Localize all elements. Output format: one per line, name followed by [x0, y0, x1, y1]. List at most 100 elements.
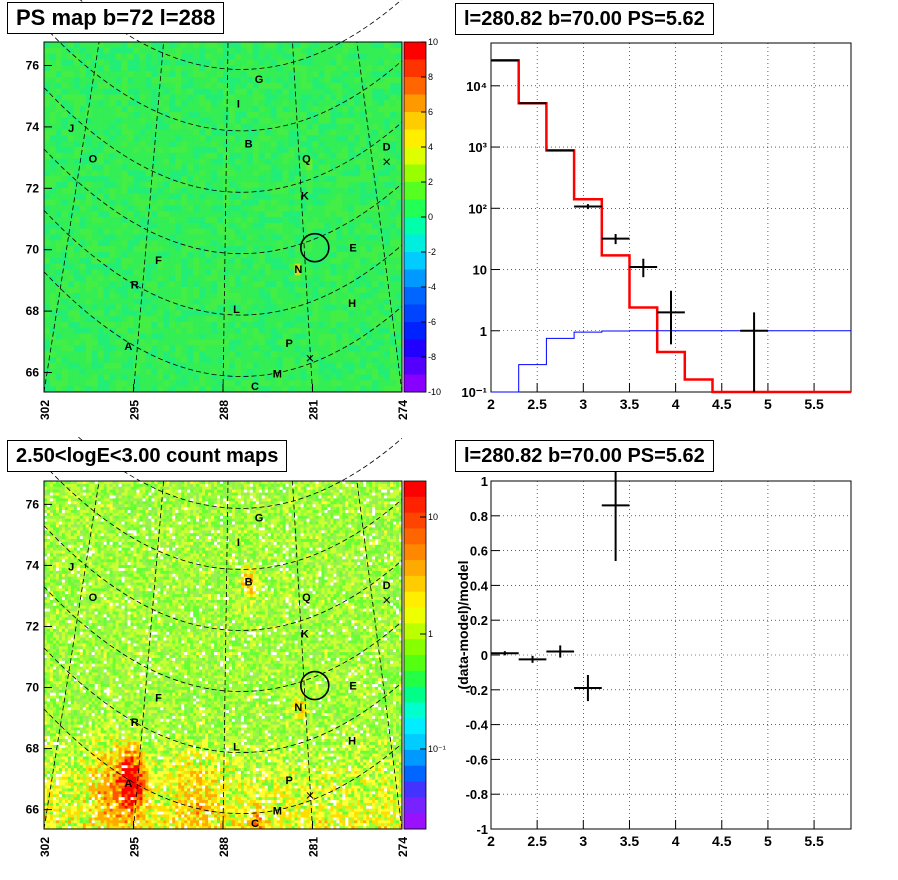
- ps-heatmap-cell: [348, 170, 354, 176]
- ps-heatmap-cell: [104, 217, 110, 223]
- count-heatmap-cell: [53, 687, 56, 690]
- count-heatmap-cell: [50, 725, 53, 728]
- ps-heatmap-cell: [229, 54, 235, 60]
- ps-heatmap-cell: [396, 89, 402, 95]
- count-heatmap-cell: [68, 588, 71, 591]
- ps-heatmap-cell: [229, 217, 235, 223]
- ps-heatmap-cell: [348, 328, 354, 334]
- ps-heatmap-cell: [247, 305, 253, 311]
- count-heatmap-cell: [71, 484, 74, 487]
- ps-heatmap-cell: [181, 246, 187, 252]
- ps-heatmap-cell: [116, 89, 122, 95]
- count-heatmap-cell: [62, 568, 65, 571]
- ps-heatmap-cell: [139, 89, 145, 95]
- ps-heatmap-cell: [175, 130, 181, 136]
- count-heatmap-cell: [59, 559, 62, 562]
- ps-heatmap-cell: [217, 170, 223, 176]
- ps-heatmap-cell: [44, 235, 50, 241]
- ps-heatmap-cell: [330, 83, 336, 89]
- ps-heatmap-cell: [104, 83, 110, 89]
- ps-heatmap-cell: [205, 380, 211, 386]
- ps-heatmap-cell: [139, 159, 145, 165]
- ps-heatmap-cell: [175, 386, 181, 392]
- ps-heatmap-cell: [122, 165, 128, 171]
- ps-heatmap-cell: [324, 357, 330, 363]
- ps-heatmap-cell: [157, 240, 163, 246]
- ps-heatmap-cell: [330, 310, 336, 316]
- ps-heatmap-cell: [128, 363, 134, 369]
- ps-heatmap-cell: [187, 194, 193, 200]
- ps-heatmap-cell: [289, 188, 295, 194]
- ps-heatmap-cell: [86, 176, 92, 182]
- ps-heatmap-cell: [205, 334, 211, 340]
- ps-heatmap-cell: [223, 246, 229, 252]
- ps-heatmap-cell: [122, 357, 128, 363]
- count-heatmap-cell: [44, 777, 47, 780]
- count-heatmap-cell: [71, 797, 74, 800]
- ps-heatmap-cell: [366, 194, 372, 200]
- ps-heatmap-cell: [384, 310, 390, 316]
- ps-heatmap-cell: [330, 235, 336, 241]
- ps-heatmap-cell: [354, 223, 360, 229]
- ps-heatmap-cell: [324, 217, 330, 223]
- ps-heatmap-cell: [313, 386, 319, 392]
- ps-heatmap-cell: [283, 147, 289, 153]
- ps-heatmap-cell: [145, 194, 151, 200]
- ps-heatmap-cell: [265, 205, 271, 211]
- count-heatmap-cell: [53, 728, 56, 731]
- ps-heatmap-cell: [259, 322, 265, 328]
- ps-heatmap-cell: [145, 380, 151, 386]
- count-heatmap-cell: [62, 623, 65, 626]
- ps-heatmap-cell: [271, 54, 277, 60]
- ps-heatmap-cell: [211, 270, 217, 276]
- count-heatmap-cell: [71, 585, 74, 588]
- ps-heatmap-cell: [92, 48, 98, 54]
- ps-heatmap-cell: [199, 54, 205, 60]
- count-heatmap-cell: [47, 661, 50, 664]
- count-heatmap-cell: [47, 704, 50, 707]
- ps-heatmap-cell: [128, 293, 134, 299]
- count-heatmap-cell: [62, 812, 65, 815]
- ps-heatmap-cell: [247, 240, 253, 246]
- ps-heatmap-cell: [44, 95, 50, 101]
- count-heatmap-cell: [62, 574, 65, 577]
- ps-heatmap-cell: [283, 48, 289, 54]
- count-heatmap-cell: [56, 583, 59, 586]
- ps-heatmap-cell: [241, 299, 247, 305]
- ps-heatmap-cell: [205, 170, 211, 176]
- ps-heatmap-cell: [396, 264, 402, 270]
- ps-heatmap-cell: [181, 130, 187, 136]
- count-heatmap-cell: [50, 571, 53, 574]
- count-heatmap-cell: [47, 757, 50, 760]
- ps-heatmap-cell: [56, 211, 62, 217]
- ps-heatmap-cell: [116, 305, 122, 311]
- count-heatmap-cell: [68, 684, 71, 687]
- ps-heatmap-cell: [199, 112, 205, 118]
- ps-heatmap-cell: [318, 211, 324, 217]
- ps-heatmap-cell: [301, 316, 307, 322]
- ps-heatmap-cell: [205, 270, 211, 276]
- count-heatmap-cell: [56, 551, 59, 554]
- count-heatmap-cell: [68, 510, 71, 513]
- count-heatmap-cell: [44, 742, 47, 745]
- ps-heatmap-cell: [116, 275, 122, 281]
- count-heatmap-cell: [59, 788, 62, 791]
- ps-heatmap-cell: [336, 194, 342, 200]
- source-label-h: H: [348, 298, 356, 310]
- count-heatmap-cell: [65, 739, 68, 742]
- count-heatmap-cell: [50, 817, 53, 820]
- ps-heatmap-cell: [342, 322, 348, 328]
- ps-heatmap-cell: [277, 345, 283, 351]
- ps-heatmap-cell: [330, 170, 336, 176]
- ps-heatmap-cell: [366, 246, 372, 252]
- count-heatmap-cell: [59, 690, 62, 693]
- count-heatmap-cell: [50, 551, 53, 554]
- ps-heatmap-cell: [366, 380, 372, 386]
- ps-heatmap-cell: [354, 182, 360, 188]
- count-heatmap-cell: [65, 820, 68, 823]
- count-heatmap-cell: [68, 574, 71, 577]
- ps-heatmap-cell: [169, 182, 175, 188]
- ps-heatmap-cell: [151, 375, 157, 381]
- ps-heatmap-cell: [80, 386, 86, 392]
- count-heatmap-cell: [44, 681, 47, 684]
